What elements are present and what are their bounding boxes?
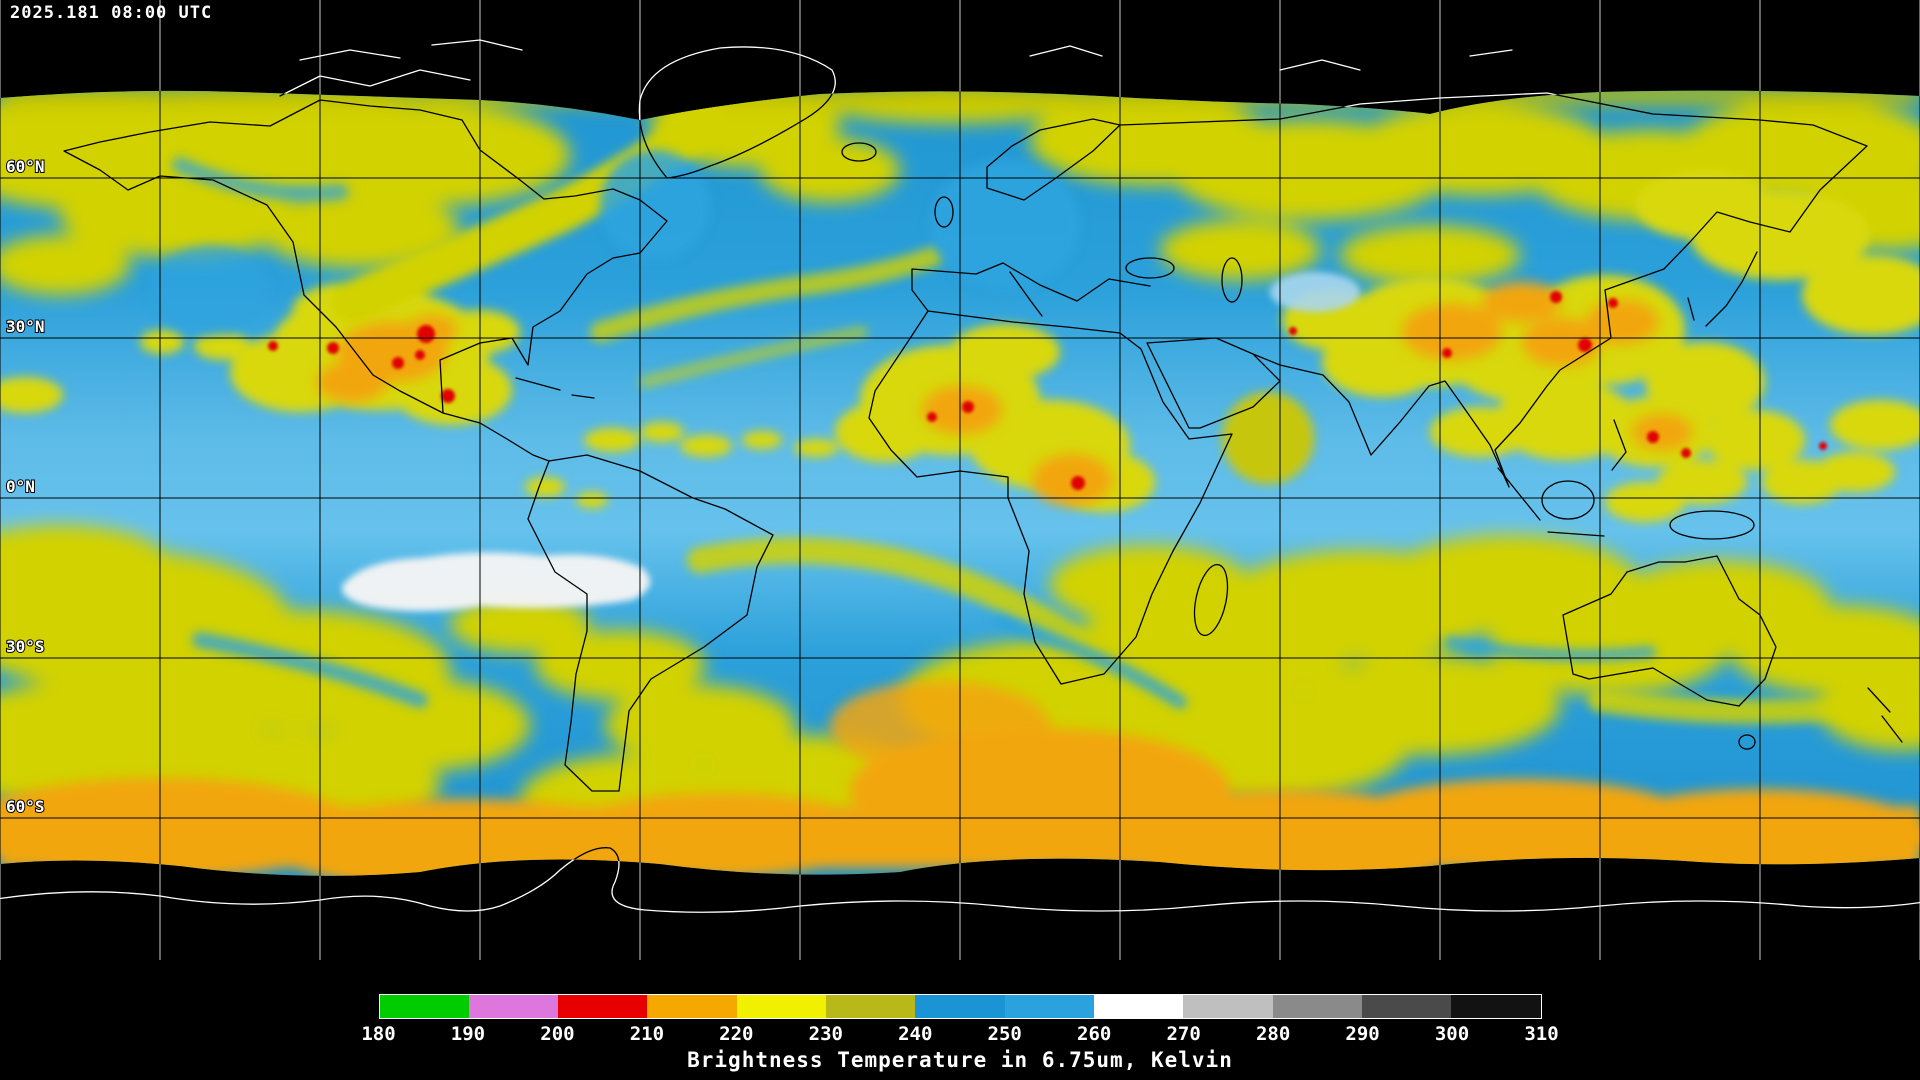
latitude-labels: 60°N 30°N 0°N 30°S 60°S [5,156,46,817]
latitude-label: 0°N [6,477,35,496]
legend: 180 190 200 210 220 230 240 250 260 270 280 290 300 3… [0,960,1920,1080]
graticule-over-data [0,0,1920,960]
colorbar-tick: 250 [987,1023,1022,1045]
colorbar-tick: 230 [808,1023,843,1045]
colorbar-tick: 190 [450,1023,486,1045]
latitude-label: 60°S [6,797,45,816]
colorbar-tick: 260 [1077,1023,1112,1045]
world-map-canvas: 60°N 30°N 0°N 30°S 60°S 2025.181 08:00 UTC [0,0,1920,960]
colorbar-segment-290 [1361,995,1452,1018]
colorbar-tick: 310 [1524,1023,1559,1045]
legend-title: Brightness Temperature in 6.75um, Kelvin [687,1048,1233,1072]
colorbar-tick: 290 [1345,1023,1380,1045]
latitude-label: 60°N [6,157,45,176]
colorbar-tick: 270 [1166,1023,1201,1045]
warmest-dry-patch [341,272,1360,612]
colorbar-segment-280 [1272,995,1362,1018]
colorbar-segment-230 [826,995,916,1018]
colorbar-segment-270 [1183,995,1273,1018]
colorbar-segment-220 [736,995,827,1018]
colorbar-segment-250 [1004,995,1094,1018]
colorbar-segment-260 [1094,995,1184,1018]
colorbar-ticks: 180 190 200 210 220 230 240 250 260 270 280 290 300 3… [361,1022,1558,1046]
latitude-label: 30°N [6,317,45,336]
latitude-label: 30°S [6,637,45,656]
colorbar-segment-240 [915,995,1005,1018]
colorbar-segment-300 [1451,995,1541,1018]
colorbar-tick: 240 [898,1023,933,1045]
colorbar-tick: 180 [361,1023,396,1045]
colorbar-segment-180 [379,995,469,1018]
colorbar-tick: 300 [1434,1023,1470,1045]
colorbar-segment-200 [558,995,648,1018]
colorbar-tick: 200 [540,1023,575,1045]
colorbar [378,994,1542,1019]
colorbar-tick: 280 [1255,1023,1291,1045]
timestamp-label: 2025.181 08:00 UTC [10,3,212,23]
colorbar-segment-210 [647,995,737,1018]
colorbar-segment-190 [468,995,559,1018]
colorbar-tick: 210 [629,1023,665,1045]
cloud-field [0,90,1920,876]
colorbar-tick: 220 [719,1023,754,1045]
